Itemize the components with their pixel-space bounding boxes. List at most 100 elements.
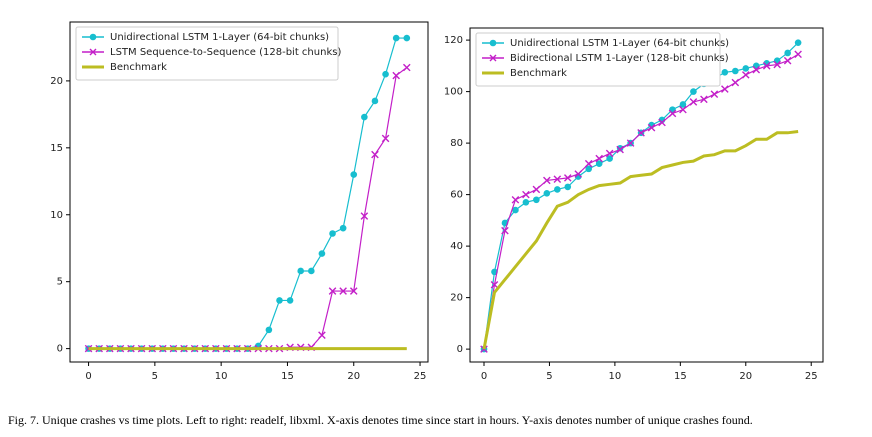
marker <box>690 88 697 95</box>
marker <box>563 174 572 182</box>
x-tick-label: 20 <box>347 371 360 382</box>
marker <box>522 190 530 199</box>
marker <box>361 113 368 121</box>
legend-label: Bidirectional LSTM 1-Layer (128-bit chun… <box>510 53 729 64</box>
marker <box>553 175 562 183</box>
marker <box>522 199 530 206</box>
marker <box>585 165 593 173</box>
x-tick-label: 10 <box>609 371 622 382</box>
y-tick-label: 0 <box>57 344 63 355</box>
x-tick-label: 5 <box>152 371 158 382</box>
marker <box>329 230 336 237</box>
marker <box>574 170 583 178</box>
marker <box>403 34 411 42</box>
marker <box>371 97 379 105</box>
series-line <box>88 37 407 350</box>
x-tick-label: 0 <box>481 371 487 382</box>
marker <box>794 50 802 59</box>
legend-label: Unidirectional LSTM 1-Layer (64-bit chun… <box>110 32 329 43</box>
marker <box>360 212 369 220</box>
marker <box>276 297 283 304</box>
marker <box>265 326 273 334</box>
marker <box>402 63 411 72</box>
x-tick-label: 5 <box>546 371 552 382</box>
x-tick-label: 25 <box>805 371 818 382</box>
y-tick-label: 20 <box>50 76 63 87</box>
marker <box>328 287 337 295</box>
x-tick-label: 25 <box>414 371 427 382</box>
y-tick-label: 15 <box>50 143 63 154</box>
marker <box>710 90 719 98</box>
legend-label: LSTM Sequence-to-Sequence (128-bit chunk… <box>110 47 341 58</box>
marker <box>606 155 613 162</box>
marker <box>339 287 347 295</box>
x-tick-label: 15 <box>281 371 294 382</box>
series-line <box>483 42 799 350</box>
marker <box>647 123 656 132</box>
marker <box>679 105 687 114</box>
marker <box>392 71 400 80</box>
series-line <box>482 130 799 350</box>
marker <box>741 71 750 79</box>
marker <box>512 206 519 214</box>
marker <box>626 139 635 147</box>
marker <box>679 101 687 108</box>
legend-marker <box>89 33 97 41</box>
marker <box>564 183 572 191</box>
marker <box>668 109 677 118</box>
y-tick-label: 60 <box>450 190 463 201</box>
marker <box>732 67 739 75</box>
marker <box>490 280 499 289</box>
legend-label: Benchmark <box>510 68 567 79</box>
x-tick-label: 10 <box>215 371 228 382</box>
plot-frame <box>69 21 429 363</box>
marker <box>501 226 509 235</box>
legend-marker <box>489 54 497 62</box>
marker <box>637 129 645 137</box>
marker <box>752 65 761 74</box>
x-tick-label: 15 <box>674 371 687 382</box>
marker <box>784 49 791 57</box>
y-tick-label: 5 <box>57 277 63 288</box>
marker <box>762 62 771 70</box>
marker <box>595 154 603 163</box>
marker <box>350 171 358 178</box>
marker <box>349 287 358 295</box>
marker <box>595 160 603 168</box>
legend-box <box>475 32 721 87</box>
marker <box>511 195 520 204</box>
marker <box>721 85 729 93</box>
legend-marker <box>489 39 497 47</box>
marker <box>773 60 781 69</box>
marker <box>554 186 561 193</box>
marker <box>794 39 802 46</box>
marker <box>533 196 540 204</box>
series-line <box>88 67 408 350</box>
x-tick-label: 0 <box>85 371 91 382</box>
y-tick-label: 20 <box>450 293 463 304</box>
marker <box>731 78 740 87</box>
marker <box>584 159 593 168</box>
marker <box>532 185 541 194</box>
marker <box>318 331 326 340</box>
legend-label: Unidirectional LSTM 1-Layer (64-bit chun… <box>510 38 729 49</box>
marker <box>689 98 698 106</box>
marker <box>308 267 315 275</box>
y-tick-label: 40 <box>450 241 463 252</box>
caption: Fig. 7. Unique crashes vs time plots. Le… <box>8 413 753 427</box>
marker <box>392 34 400 42</box>
y-tick-label: 120 <box>444 35 463 46</box>
legend-marker <box>89 48 97 56</box>
marker <box>616 145 624 154</box>
marker <box>658 118 666 127</box>
x-tick-label: 20 <box>739 371 752 382</box>
series-line <box>483 53 799 350</box>
y-tick-label: 10 <box>50 210 63 221</box>
marker <box>382 70 389 78</box>
marker <box>543 176 551 185</box>
marker <box>318 250 326 257</box>
marker <box>371 150 379 159</box>
marker <box>721 68 729 76</box>
